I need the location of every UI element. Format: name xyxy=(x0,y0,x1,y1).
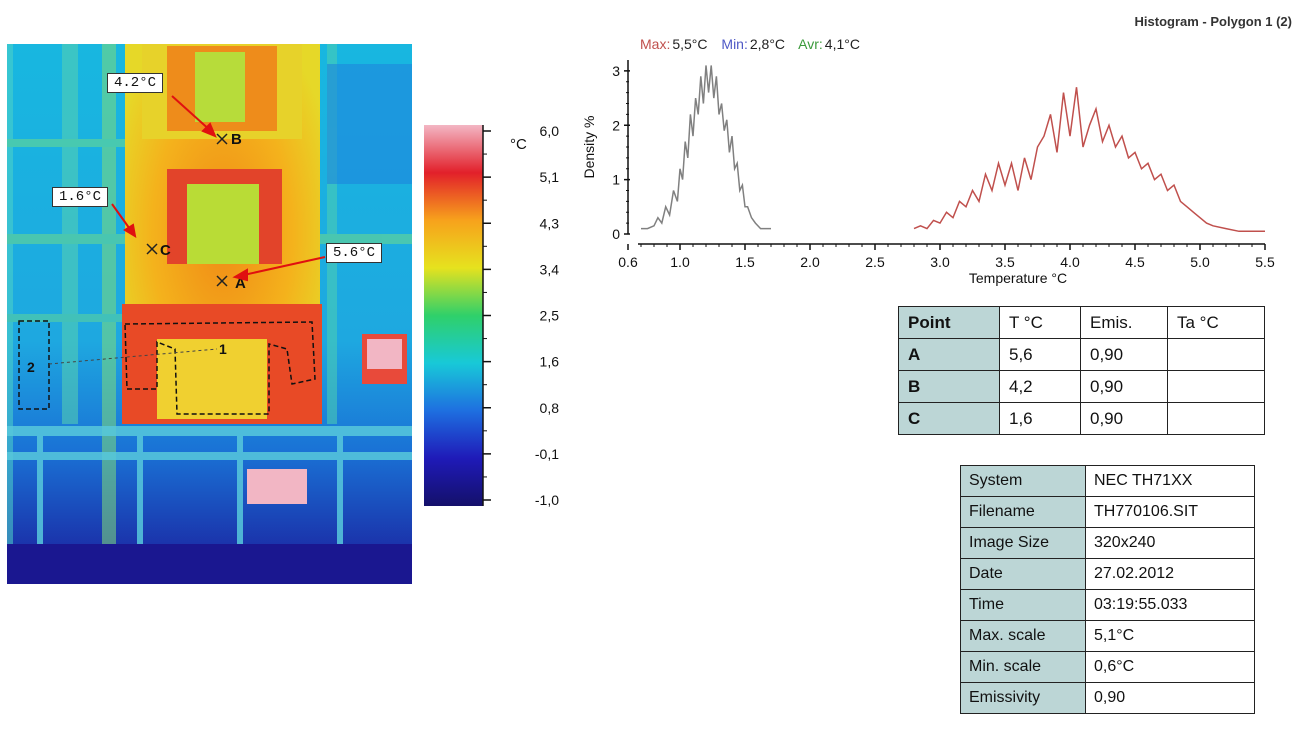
svg-text:B: B xyxy=(231,131,242,148)
scale-tick-label: 1,6 xyxy=(540,354,560,370)
table-row: Emissivity 0,90 xyxy=(960,682,1255,714)
info-value: 0,6°C xyxy=(1085,651,1255,683)
point-temp: 4,2 xyxy=(999,370,1081,403)
point-emis: 0,90 xyxy=(1080,402,1168,435)
stat-min-label: Min: xyxy=(721,36,748,52)
emis-col-header: Emis. xyxy=(1080,306,1168,339)
stat-avr-value: 4,1°C xyxy=(824,36,860,52)
table-row: B 4,2 0,90 xyxy=(898,370,1265,403)
x-tick-label: 3.5 xyxy=(995,254,1015,270)
point-table: Point T °C Emis. Ta °C A 5,6 0,90 B 4,2 … xyxy=(898,306,1265,435)
x-tick-label: 4.5 xyxy=(1125,254,1145,270)
scale-tick-label: 4,3 xyxy=(540,215,560,231)
color-scale-ticks: 6,0 5,1 4,3 3,4 2,5 1,6 0,8 -0,1 -1,0 xyxy=(482,123,560,508)
x-tick-label: 3.0 xyxy=(930,254,950,270)
temp-col-header: T °C xyxy=(999,306,1081,339)
x-axis-label: Temperature °C xyxy=(969,270,1067,286)
callout-label: 4.2°C xyxy=(107,73,164,93)
x-tick-label: 5.0 xyxy=(1190,254,1210,270)
x-tick-label: 5.5 xyxy=(1255,254,1275,270)
stat-max-label: Max: xyxy=(640,36,671,52)
callout-label: 5.6°C xyxy=(326,243,383,263)
point-temp: 5,6 xyxy=(999,338,1081,371)
stat-max-value: 5,5°C xyxy=(672,36,708,52)
histogram-series-line-2 xyxy=(913,87,1265,233)
table-row: System NEC TH71XX xyxy=(960,465,1255,497)
point-name: C xyxy=(898,402,1000,435)
table-row: Date 27.02.2012 xyxy=(960,558,1255,590)
histogram-title: Histogram - Polygon 1 (2) xyxy=(1134,14,1292,29)
scale-tick-label: 5,1 xyxy=(540,169,560,185)
point-name: A xyxy=(898,338,1000,371)
info-value: TH770106.SIT xyxy=(1085,496,1255,528)
x-tick-label: 1.0 xyxy=(670,254,690,270)
point-name: B xyxy=(898,370,1000,403)
svg-text:1: 1 xyxy=(219,341,227,357)
info-key: Image Size xyxy=(960,527,1086,559)
y-axis-label: Density % xyxy=(581,115,597,178)
info-key: Min. scale xyxy=(960,651,1086,683)
table-row: Image Size 320x240 xyxy=(960,527,1255,559)
x-tick-label: 2.5 xyxy=(865,254,885,270)
ta-col-header: Ta °C xyxy=(1167,306,1265,339)
y-tick-label: 3 xyxy=(612,63,620,79)
stat-min-value: 2,8°C xyxy=(749,36,786,52)
scale-tick-label: -0,1 xyxy=(535,446,559,462)
svg-text:A: A xyxy=(235,275,246,292)
point-emis: 0,90 xyxy=(1080,370,1168,403)
info-value: 03:19:55.033 xyxy=(1085,589,1255,621)
stat-avr-label: Avr: xyxy=(798,36,823,52)
scale-unit-label: °C xyxy=(510,136,527,153)
stat-max: Max: 5,5°C xyxy=(640,36,708,52)
x-tick-label: 1.5 xyxy=(735,254,755,270)
table-row: C 1,6 0,90 xyxy=(898,402,1265,435)
scale-tick-label: 0,8 xyxy=(540,400,560,416)
thermal-image: 2 1 B C A xyxy=(7,44,412,584)
stat-min: Min: 2,8°C xyxy=(721,36,785,52)
x-tick-label: 0.6 xyxy=(618,254,638,270)
info-key: Emissivity xyxy=(960,682,1086,714)
info-value: 5,1°C xyxy=(1085,620,1255,652)
color-scale-bar xyxy=(424,125,483,506)
y-tick-label: 0 xyxy=(612,226,620,242)
table-row: A 5,6 0,90 xyxy=(898,338,1265,371)
y-tick-label: 1 xyxy=(612,172,620,188)
info-value: 320x240 xyxy=(1085,527,1255,559)
histogram-stats: Max: 5,5°C Min: 2,8°C Avr: 4,1°C xyxy=(640,36,870,52)
histogram-series-line-1 xyxy=(641,65,771,230)
point-ta xyxy=(1167,402,1265,435)
scale-tick-label: 6,0 xyxy=(540,123,560,139)
point-temp: 1,6 xyxy=(999,402,1081,435)
table-row: Max. scale 5,1°C xyxy=(960,620,1255,652)
y-tick-label: 2 xyxy=(612,117,620,133)
point-col-header: Point xyxy=(898,306,1000,339)
scale-tick-label: 3,4 xyxy=(540,261,560,277)
image-info-table: System NEC TH71XX Filename TH770106.SIT Im… xyxy=(960,465,1255,714)
x-tick-label: 2.0 xyxy=(800,254,820,270)
stat-avr: Avr: 4,1°C xyxy=(798,36,860,52)
info-value: 0,90 xyxy=(1085,682,1255,714)
callout-label: 1.6°C xyxy=(52,187,109,207)
info-key: Filename xyxy=(960,496,1086,528)
point-table-header: Point T °C Emis. Ta °C xyxy=(898,306,1265,339)
info-value: 27.02.2012 xyxy=(1085,558,1255,590)
svg-text:C: C xyxy=(160,242,171,259)
point-ta xyxy=(1167,370,1265,403)
info-key: Max. scale xyxy=(960,620,1086,652)
scale-tick-label: 2,5 xyxy=(540,308,560,324)
info-key: Date xyxy=(960,558,1086,590)
scale-tick-label: -1,0 xyxy=(535,492,559,508)
info-key: Time xyxy=(960,589,1086,621)
table-row: Time 03:19:55.033 xyxy=(960,589,1255,621)
info-value: NEC TH71XX xyxy=(1085,465,1255,497)
x-tick-label: 4.0 xyxy=(1060,254,1080,270)
table-row: Filename TH770106.SIT xyxy=(960,496,1255,528)
svg-text:2: 2 xyxy=(27,359,35,375)
histogram-chart: 0 1 2 3 0.6 1.0 1.5 2.0 2.5 3.0 3.5 4.0 4.5 5.0 5.5 Tem… xyxy=(581,60,1275,286)
info-key: System xyxy=(960,465,1086,497)
point-emis: 0,90 xyxy=(1080,338,1168,371)
table-row: Min. scale 0,6°C xyxy=(960,651,1255,683)
point-ta xyxy=(1167,338,1265,371)
